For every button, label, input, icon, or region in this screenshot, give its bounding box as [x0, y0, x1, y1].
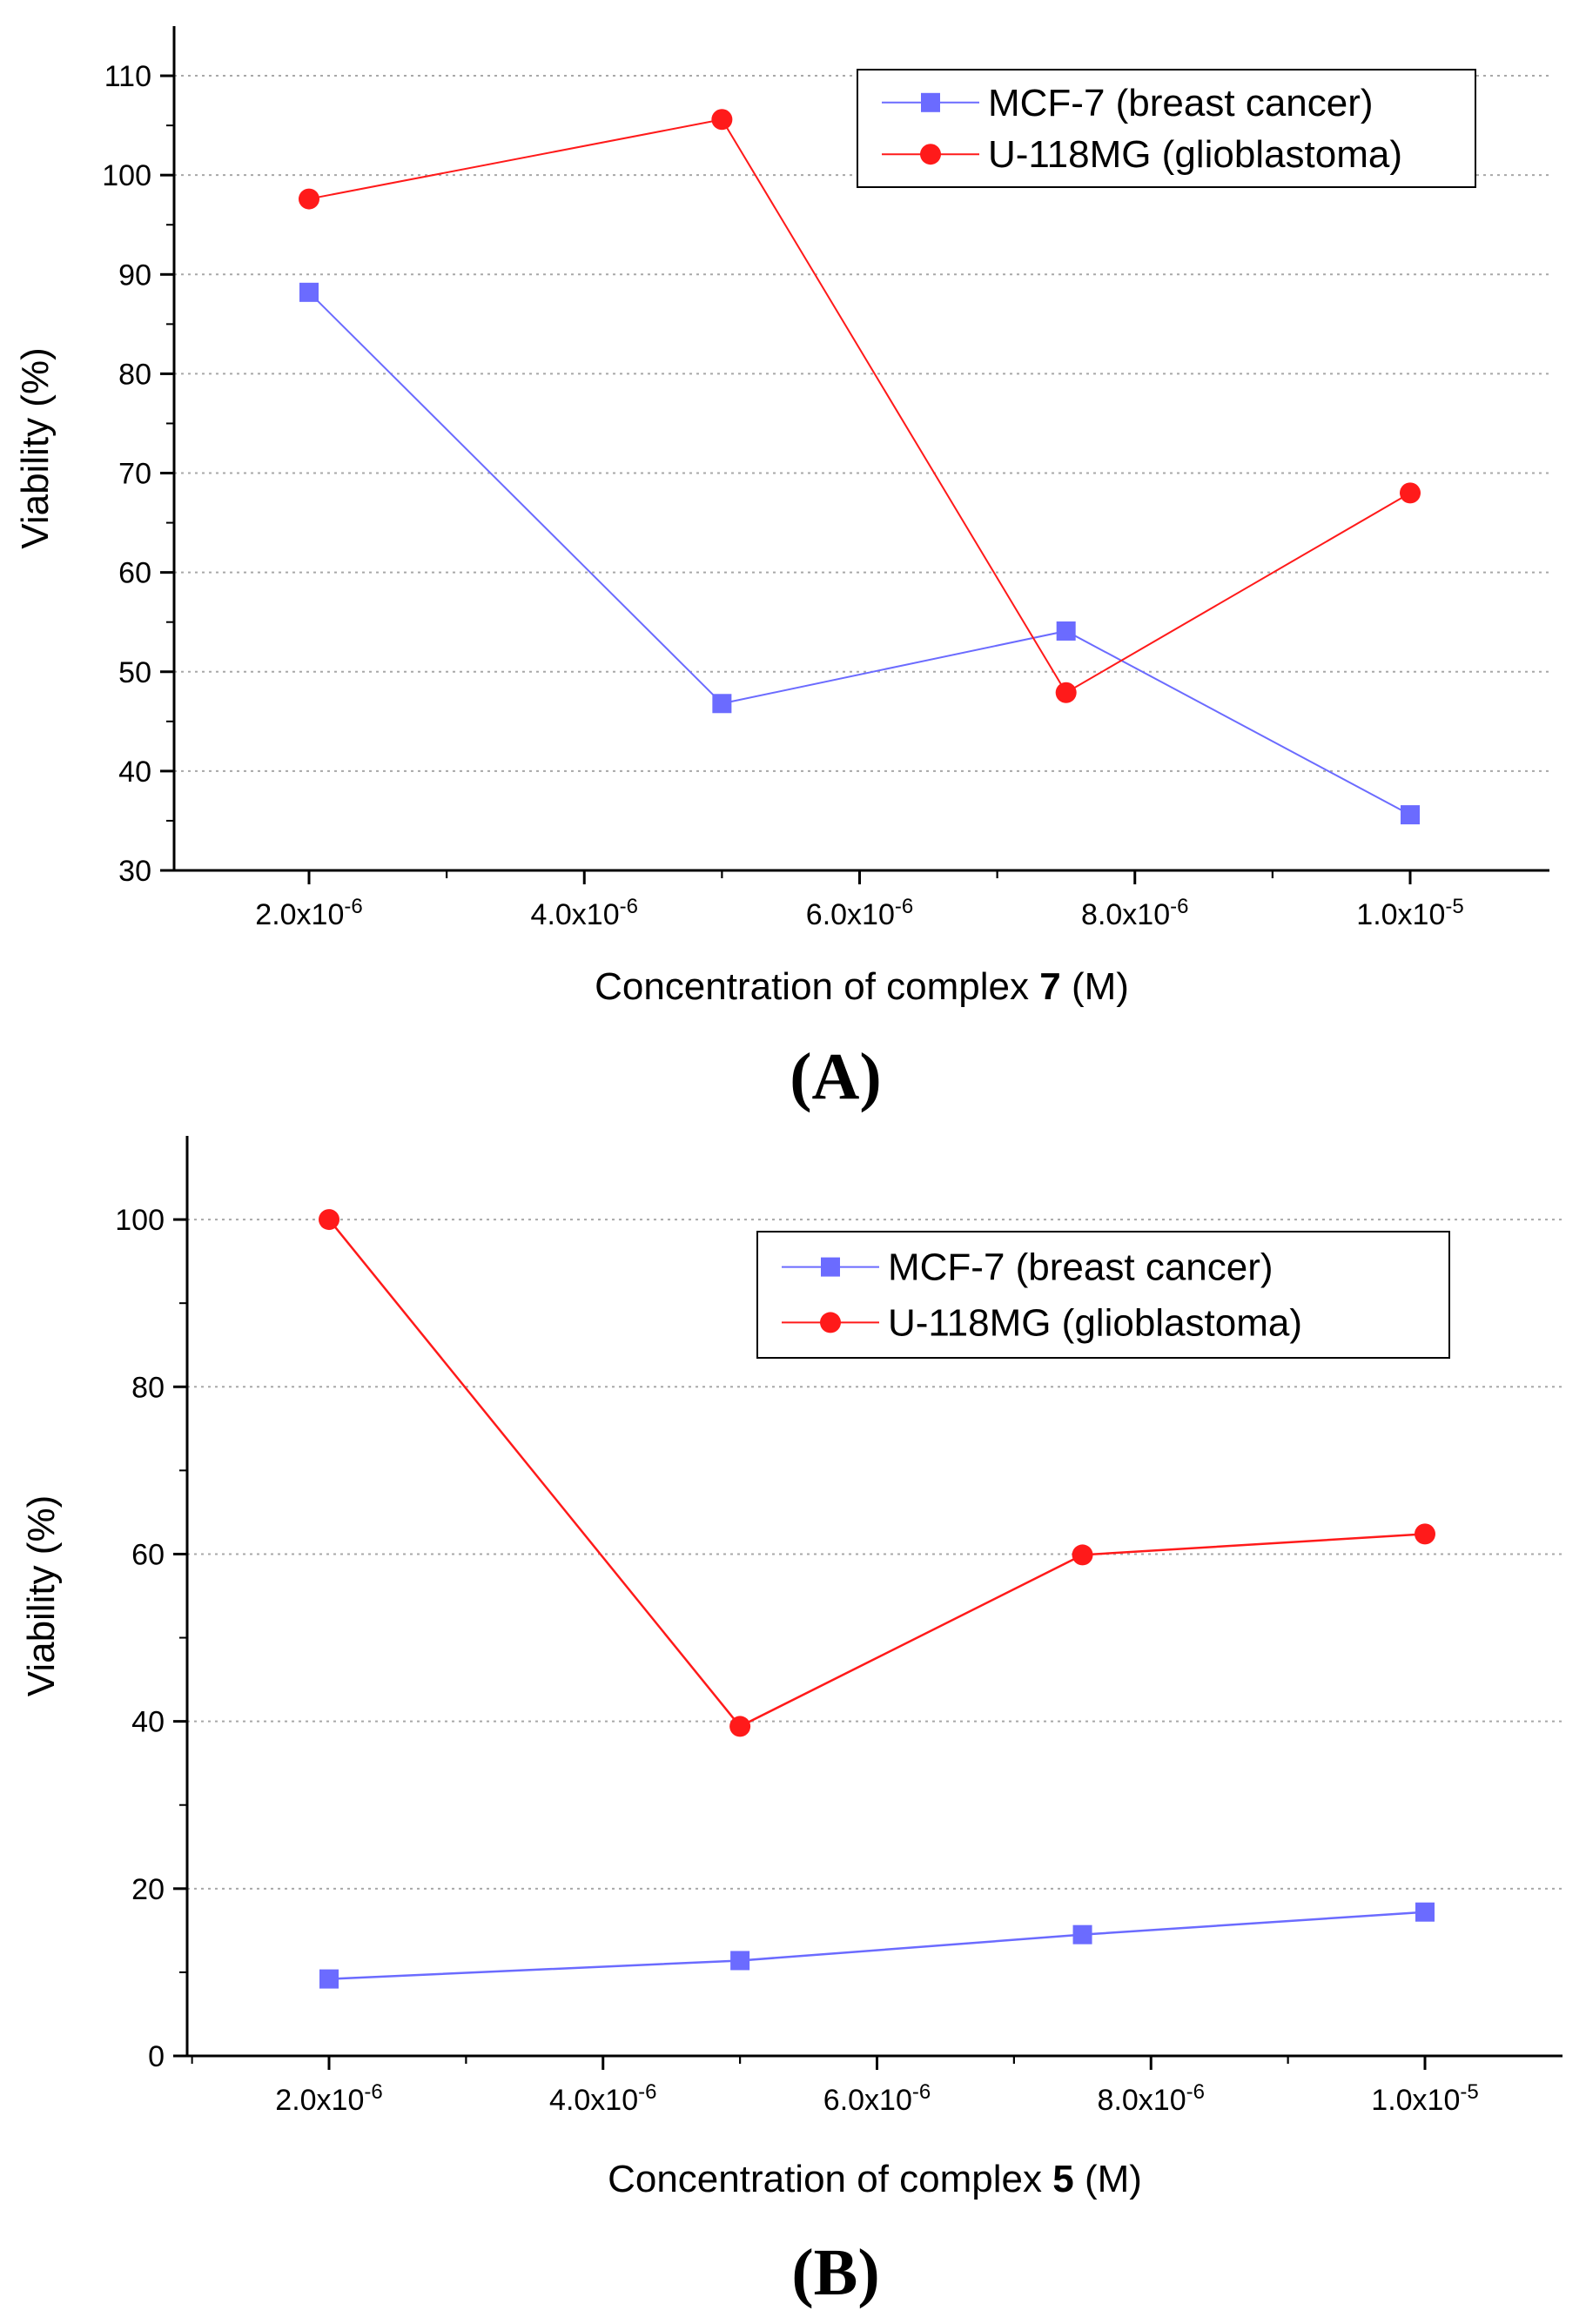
- legend-marker: [920, 144, 941, 165]
- series-u118mg-point: [729, 1716, 751, 1737]
- legend-label: U-118MG (glioblastoma): [988, 133, 1402, 176]
- legend-box: [756, 1231, 1450, 1359]
- x-tick-label: 1.0x10-5: [1371, 2080, 1478, 2118]
- x-tick-label: 8.0x10-6: [1098, 2080, 1205, 2118]
- x-axis-title: Concentration of complex 5 (M): [608, 2158, 1142, 2200]
- series-mcf7-line: [308, 292, 1411, 816]
- y-tick-label: 100: [102, 159, 151, 192]
- x-tick-label: 2.0x10-6: [275, 2080, 382, 2118]
- y-tick-label: 70: [118, 458, 151, 491]
- legend-box: [857, 69, 1476, 188]
- series-u118mg-point: [1415, 1523, 1435, 1545]
- series-u118mg-point: [299, 188, 319, 210]
- x-tick-label: 4.0x10-6: [531, 895, 638, 932]
- series-u118mg-line: [328, 1219, 1426, 1728]
- legend-marker: [820, 1312, 841, 1333]
- y-tick-label: 60: [118, 557, 151, 590]
- series-mcf7-point: [730, 1951, 750, 1971]
- panel-label: (B): [791, 2236, 879, 2309]
- series-mcf7-point: [299, 282, 319, 302]
- series-mcf7-point: [1415, 1902, 1435, 1922]
- chart-panel-b: 0 20 40 60 80 100 2.0x10-6 4.0x10-6 6.0x10-6 8.0x…: [20, 1136, 1562, 2200]
- chart-panel-a: 30 40 50 60 70 80 90 100 110 2.0x10-6 4.0x10-6 6.0x…: [14, 26, 1549, 1008]
- series-mcf7-line: [328, 1911, 1426, 1980]
- series-u118mg-point: [1072, 1544, 1093, 1566]
- series-u118mg-point: [1055, 682, 1077, 703]
- series-u118mg-point: [319, 1209, 339, 1231]
- x-tick-label: 1.0x10-5: [1356, 895, 1463, 932]
- series-mcf7-point: [319, 1969, 339, 1989]
- y-tick-label: 60: [131, 1538, 165, 1571]
- series-u118mg-point: [711, 109, 733, 131]
- x-axis-title: Concentration of complex 7 (M): [595, 965, 1129, 1008]
- x-tick-label: 6.0x10-6: [806, 895, 913, 932]
- series-mcf7-point: [1072, 1924, 1092, 1945]
- y-tick-label: 40: [131, 1706, 165, 1739]
- y-tick-label: 90: [118, 259, 151, 292]
- legend-marker: [921, 92, 940, 112]
- x-tick-label: 2.0x10-6: [255, 895, 362, 932]
- series-mcf7-point: [1056, 621, 1076, 641]
- y-tick-label: 20: [131, 1873, 165, 1906]
- y-tick-label: 40: [118, 756, 151, 789]
- y-tick-label: 0: [148, 2040, 165, 2073]
- legend-label: U-118MG (glioblastoma): [888, 1301, 1302, 1344]
- x-tick-label: 8.0x10-6: [1081, 895, 1188, 932]
- y-tick-label: 80: [118, 358, 151, 391]
- y-tick-label: 100: [115, 1204, 165, 1237]
- legend: MCF-7 (breast cancer) U-118MG (glioblasto…: [756, 1231, 1450, 1359]
- y-tick-label: 80: [131, 1371, 165, 1404]
- series-u118mg-line: [308, 118, 1411, 695]
- y-tick-label: 30: [118, 855, 151, 888]
- y-tick-label: 110: [104, 60, 151, 93]
- legend-label: MCF-7 (breast cancer): [988, 82, 1374, 124]
- series-mcf7-point: [712, 694, 732, 714]
- y-tick-label: 50: [118, 656, 151, 689]
- x-tick-label: 4.0x10-6: [549, 2080, 656, 2118]
- legend-marker: [821, 1257, 840, 1277]
- legend-label: MCF-7 (breast cancer): [888, 1246, 1274, 1289]
- legend: MCF-7 (breast cancer) U-118MG (glioblasto…: [857, 69, 1476, 188]
- x-tick-label: 6.0x10-6: [823, 2080, 931, 2118]
- y-axis-title: Viability (%): [14, 347, 57, 548]
- panel-label: (A): [790, 1040, 882, 1113]
- series-mcf7-point: [1401, 805, 1420, 825]
- y-axis-title: Viability (%): [20, 1495, 63, 1696]
- series-u118mg-point: [1400, 482, 1421, 504]
